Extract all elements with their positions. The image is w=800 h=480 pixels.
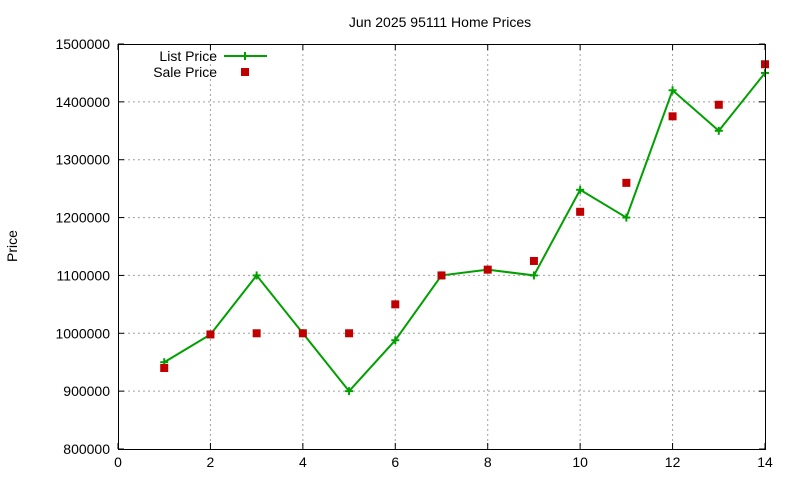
x-tick-label: 10 bbox=[572, 454, 588, 470]
data-point bbox=[529, 271, 538, 280]
x-tick-label: 8 bbox=[484, 454, 492, 470]
data-point bbox=[622, 213, 631, 222]
data-point bbox=[576, 207, 585, 216]
data-point bbox=[345, 387, 354, 396]
axis-ticks: 0 2 4 6 8 10 12 14 800000 900000 1000000 1100000 120… bbox=[55, 36, 773, 470]
x-tick-label: 14 bbox=[757, 454, 773, 470]
series-layer bbox=[160, 60, 769, 396]
x-tick-label: 12 bbox=[665, 454, 681, 470]
data-point bbox=[252, 271, 261, 280]
series-list-price bbox=[160, 68, 769, 396]
series-sale-price bbox=[160, 60, 769, 372]
y-tick-label: 800000 bbox=[63, 441, 110, 457]
y-tick-label: 1200000 bbox=[55, 210, 110, 226]
data-point bbox=[668, 112, 677, 121]
series-line bbox=[163, 72, 766, 393]
y-tick-label: 1300000 bbox=[55, 152, 110, 168]
legend-marker-swatch bbox=[241, 68, 249, 76]
legend-marker-swatch bbox=[241, 52, 249, 60]
data-point bbox=[437, 271, 446, 280]
data-point bbox=[714, 126, 723, 135]
data-point bbox=[529, 256, 538, 265]
y-tick-label: 1000000 bbox=[55, 325, 110, 341]
data-point bbox=[668, 86, 677, 95]
data-point bbox=[252, 329, 261, 338]
plot-frame bbox=[118, 44, 766, 450]
chart-title: Jun 2025 95111 Home Prices bbox=[349, 14, 531, 30]
data-point bbox=[298, 329, 307, 338]
data-point bbox=[345, 329, 354, 338]
data-point bbox=[391, 336, 400, 345]
y-tick-label: 1400000 bbox=[55, 94, 110, 110]
x-tick-label: 4 bbox=[299, 454, 307, 470]
x-tick-label: 0 bbox=[114, 454, 122, 470]
data-point bbox=[160, 364, 169, 372]
data-point bbox=[714, 100, 723, 109]
x-tick-label: 2 bbox=[207, 454, 215, 470]
y-tick-label: 1500000 bbox=[55, 36, 110, 52]
data-point bbox=[576, 185, 585, 194]
data-point bbox=[206, 330, 215, 339]
data-point bbox=[391, 300, 400, 309]
y-tick-label: 900000 bbox=[63, 383, 110, 399]
legend-label: List Price bbox=[159, 48, 217, 64]
y-axis-label: Price bbox=[4, 230, 20, 262]
x-tick-label: 6 bbox=[391, 454, 399, 470]
data-point bbox=[483, 265, 492, 274]
legend-label: Sale Price bbox=[153, 64, 217, 80]
y-tick-label: 1100000 bbox=[57, 267, 111, 283]
data-point bbox=[622, 178, 631, 187]
